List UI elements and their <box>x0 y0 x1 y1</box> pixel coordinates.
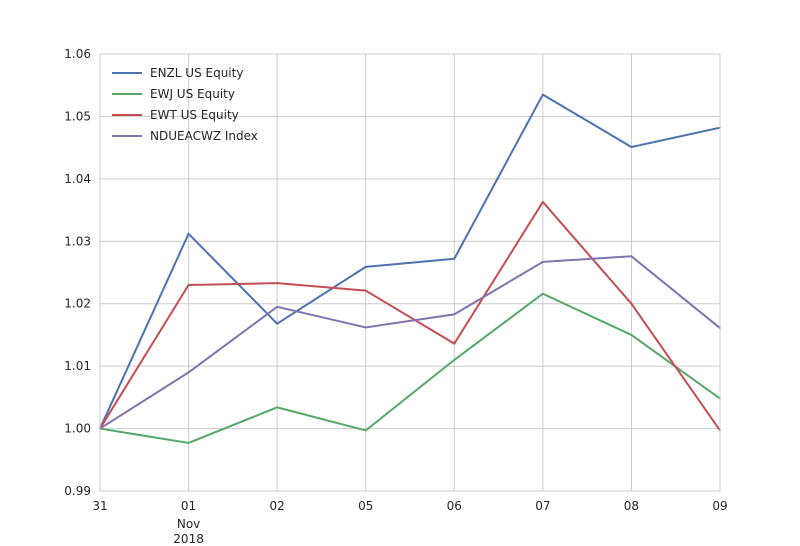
data-point <box>541 201 544 203</box>
y-tick-label: 1.06 <box>64 47 91 61</box>
data-point <box>187 371 190 374</box>
x-tick-label: 31 <box>92 499 107 513</box>
data-point <box>276 282 279 285</box>
legend-label: ENZL US Equity <box>150 66 243 80</box>
data-point <box>630 334 633 336</box>
legend: ENZL US Equity EWJ US Equity EWT US Equity… <box>112 66 258 143</box>
data-point <box>187 232 190 235</box>
y-tick-label: 1.05 <box>64 109 91 123</box>
x-tick-label: 09 <box>712 499 727 513</box>
x-tick-label: 01 <box>181 499 196 513</box>
y-axis-ticks: 0.99 1.00 1.01 1.02 1.03 1.04 1.05 1.06 <box>64 47 91 498</box>
x-tick-label: 08 <box>624 499 639 513</box>
data-point <box>276 322 279 325</box>
series-lines <box>99 93 721 444</box>
series-line-1 <box>99 292 721 444</box>
x-tick-label: 02 <box>270 499 285 513</box>
data-point <box>364 326 367 329</box>
data-point <box>453 342 456 345</box>
y-tick-label: 1.02 <box>64 297 91 311</box>
data-point <box>453 359 456 361</box>
y-tick-label: 1.03 <box>64 234 91 248</box>
x-tick-label: 06 <box>447 499 462 513</box>
x-tick-label: 05 <box>358 499 373 513</box>
data-point <box>630 146 633 148</box>
data-point <box>453 313 456 316</box>
data-point <box>541 260 544 263</box>
series-line-3 <box>99 255 721 430</box>
series-line-0 <box>99 93 721 429</box>
data-point <box>364 429 367 432</box>
y-tick-label: 0.99 <box>64 484 91 498</box>
legend-label: EWJ US Equity <box>150 87 235 101</box>
legend-label: NDUEACWZ Index <box>150 129 258 143</box>
data-point <box>276 406 279 409</box>
x-tick-sublabel: 2018 <box>173 532 204 546</box>
y-tick-label: 1.04 <box>64 172 91 186</box>
series-line-2 <box>99 200 721 432</box>
data-point <box>453 257 456 260</box>
data-point <box>630 302 633 305</box>
plot-frame <box>99 53 721 492</box>
data-point <box>630 255 633 258</box>
grid-lines <box>99 53 721 492</box>
y-tick-label: 1.00 <box>64 422 91 436</box>
data-point <box>541 292 544 295</box>
data-point <box>187 442 190 444</box>
data-point <box>541 93 544 96</box>
data-point <box>364 289 367 292</box>
data-point <box>187 284 190 286</box>
x-tick-label: 07 <box>535 499 550 513</box>
data-point <box>276 305 279 308</box>
legend-label: EWT US Equity <box>150 108 239 122</box>
data-point <box>364 265 367 268</box>
x-tick-sublabel: Nov <box>177 517 200 531</box>
y-tick-label: 1.01 <box>64 359 91 373</box>
